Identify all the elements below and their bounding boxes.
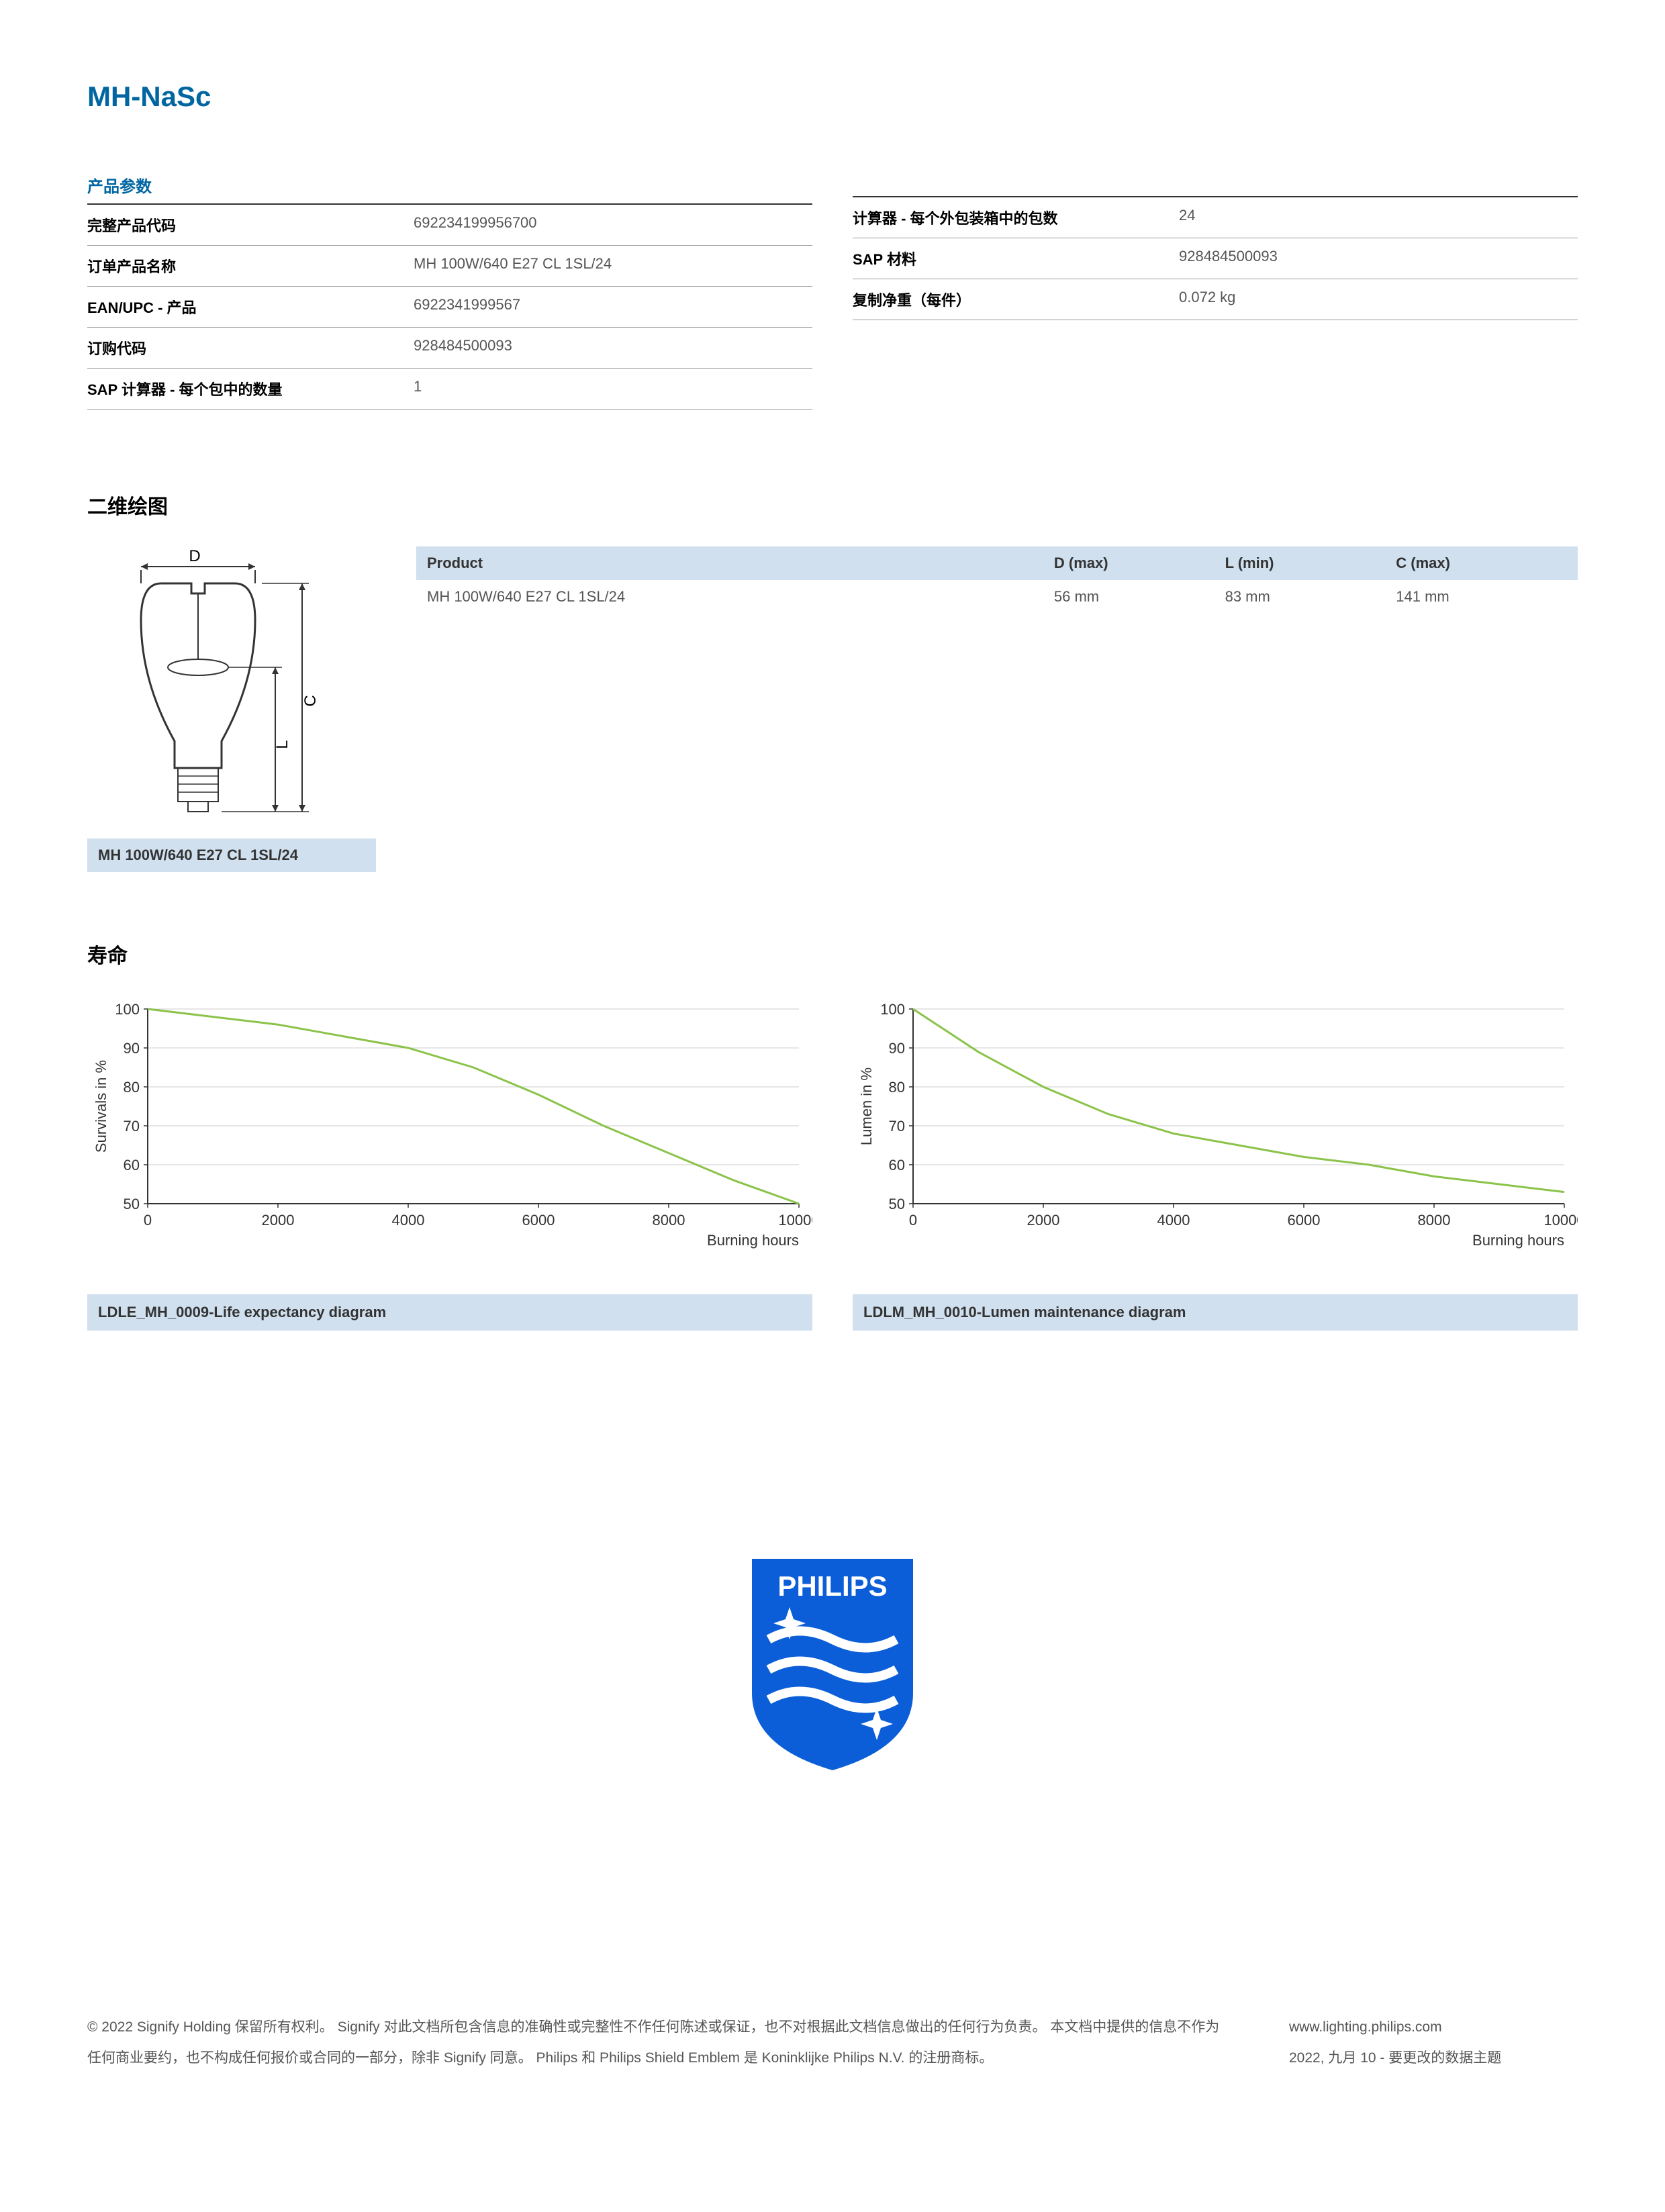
chart-lumen-maintenance: 50 60 70 80 90 100 0 2000 4000 6000 8000 10000 Lumen…	[853, 996, 1578, 1254]
footer: © 2022 Signify Holding 保留所有权利。 Signify 对…	[87, 2012, 1578, 2074]
svg-text:Survivals in %: Survivals in %	[93, 1060, 109, 1153]
footer-copyright: © 2022 Signify Holding 保留所有权利。 Signify 对…	[87, 2012, 1222, 2074]
param-value: 6922341999567	[414, 296, 812, 318]
svg-text:60: 60	[124, 1157, 140, 1173]
svg-text:2000: 2000	[262, 1212, 295, 1229]
spec-header: D (max)	[1054, 555, 1225, 572]
params-section: 产品参数 完整产品代码692234199956700 订单产品名称MH 100W…	[87, 173, 1578, 410]
svg-text:D: D	[189, 547, 200, 565]
svg-text:4000: 4000	[392, 1212, 425, 1229]
lifetime-title: 寿命	[87, 939, 1578, 969]
spec-cell: MH 100W/640 E27 CL 1SL/24	[427, 588, 1054, 606]
svg-text:70: 70	[124, 1118, 140, 1135]
param-label: 订单产品名称	[87, 255, 414, 277]
svg-text:80: 80	[889, 1079, 905, 1096]
svg-text:10000: 10000	[1543, 1212, 1578, 1229]
spec-header: Product	[427, 555, 1054, 572]
page-title: MH-NaSc	[87, 81, 1578, 113]
svg-text:6000: 6000	[522, 1212, 555, 1229]
svg-text:100: 100	[880, 1001, 905, 1018]
spec-header: L (min)	[1225, 555, 1396, 572]
param-value: 692234199956700	[414, 214, 812, 236]
param-value: MH 100W/640 E27 CL 1SL/24	[414, 255, 812, 277]
svg-text:100: 100	[115, 1001, 140, 1018]
param-label: SAP 材料	[853, 248, 1179, 269]
footer-url: www.lighting.philips.com	[1289, 2012, 1578, 2043]
spec-cell: 141 mm	[1396, 588, 1567, 606]
philips-logo: PHILIPS	[739, 1545, 926, 1774]
chart1-caption: LDLE_MH_0009-Life expectancy diagram	[87, 1294, 812, 1331]
bulb-diagram: D C	[87, 546, 376, 835]
drawing-section: D C	[87, 546, 1578, 872]
svg-text:50: 50	[889, 1196, 905, 1212]
svg-text:90: 90	[124, 1040, 140, 1057]
spec-cell: 56 mm	[1054, 588, 1225, 606]
param-label: EAN/UPC - 产品	[87, 296, 414, 318]
spec-table: Product D (max) L (min) C (max) MH 100W/…	[416, 546, 1578, 872]
param-label: 完整产品代码	[87, 214, 414, 236]
svg-text:6000: 6000	[1288, 1212, 1321, 1229]
svg-text:60: 60	[889, 1157, 905, 1173]
param-value: 928484500093	[1179, 248, 1578, 269]
svg-text:C: C	[301, 695, 320, 706]
param-label: 订购代码	[87, 337, 414, 358]
param-label: SAP 计算器 - 每个包中的数量	[87, 378, 414, 399]
spec-cell: 83 mm	[1225, 588, 1396, 606]
chart-life-expectancy: 50 60 70 80 90 100 0 2000 4000 6000 8000 10000 Survi…	[87, 996, 812, 1254]
svg-text:8000: 8000	[653, 1212, 685, 1229]
footer-date: 2022, 九月 10 - 要更改的数据主题	[1289, 2043, 1578, 2074]
svg-text:2000: 2000	[1027, 1212, 1060, 1229]
svg-text:0: 0	[144, 1212, 152, 1229]
spec-header: C (max)	[1396, 555, 1567, 572]
param-value: 24	[1179, 207, 1578, 228]
param-value: 1	[414, 378, 812, 399]
param-value: 0.072 kg	[1179, 289, 1578, 310]
svg-text:90: 90	[889, 1040, 905, 1057]
svg-text:Lumen in %: Lumen in %	[858, 1067, 875, 1145]
svg-text:10000: 10000	[778, 1212, 812, 1229]
param-label: 计算器 - 每个外包装箱中的包数	[853, 207, 1179, 228]
chart2-caption: LDLM_MH_0010-Lumen maintenance diagram	[853, 1294, 1578, 1331]
param-label: 复制净重（每件）	[853, 289, 1179, 310]
svg-text:0: 0	[909, 1212, 917, 1229]
svg-text:70: 70	[889, 1118, 905, 1135]
svg-text:8000: 8000	[1418, 1212, 1451, 1229]
svg-text:50: 50	[124, 1196, 140, 1212]
svg-text:Burning hours: Burning hours	[707, 1232, 799, 1249]
svg-text:L: L	[273, 740, 291, 749]
svg-text:Burning hours: Burning hours	[1472, 1232, 1564, 1249]
svg-text:4000: 4000	[1157, 1212, 1190, 1229]
params-header: 产品参数	[87, 173, 812, 205]
svg-text:PHILIPS: PHILIPS	[777, 1570, 887, 1602]
drawing-caption: MH 100W/640 E27 CL 1SL/24	[87, 838, 376, 872]
drawing-section-title: 二维绘图	[87, 490, 1578, 520]
svg-text:80: 80	[124, 1079, 140, 1096]
param-value: 928484500093	[414, 337, 812, 358]
